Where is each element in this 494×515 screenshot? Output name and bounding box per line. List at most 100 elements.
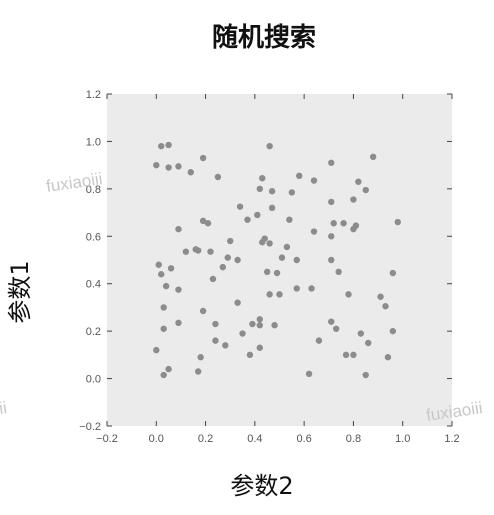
data-point [283, 243, 291, 251]
data-point [187, 169, 194, 176]
data-point [239, 330, 246, 337]
data-point [222, 342, 229, 349]
watermark-text: ii [0, 398, 8, 418]
data-point [335, 268, 342, 276]
data-point [256, 322, 263, 329]
data-point [352, 222, 360, 229]
data-point [328, 198, 335, 206]
data-point [175, 225, 182, 233]
data-point [278, 254, 286, 261]
data-point [369, 153, 377, 161]
data-point [219, 263, 227, 271]
y-tick-label: −0.2 [79, 421, 101, 433]
data-point [153, 161, 160, 169]
data-point [175, 319, 182, 327]
x-tick-label: 0.4 [247, 433, 262, 445]
data-point [249, 320, 256, 328]
data-point [256, 185, 263, 193]
data-point [259, 174, 266, 182]
data-point [165, 141, 172, 149]
y-tick-label: 0.2 [86, 326, 101, 338]
data-point [263, 268, 271, 276]
data-point [214, 173, 222, 181]
data-point [158, 271, 165, 278]
data-point [342, 351, 350, 359]
data-point [175, 163, 182, 170]
data-point [310, 228, 318, 235]
data-point [332, 325, 340, 332]
data-point [340, 220, 347, 227]
data-point [227, 237, 234, 245]
data-point [271, 322, 278, 329]
data-point [365, 339, 372, 347]
data-point [244, 216, 251, 223]
y-tick-label: 0.6 [86, 231, 101, 243]
x-tick-label: 0.2 [198, 433, 213, 445]
data-point [234, 256, 241, 264]
data-point [328, 256, 335, 264]
data-point [268, 204, 276, 212]
data-point [266, 240, 273, 247]
data-point [286, 216, 293, 223]
x-tick-label: 1.0 [395, 433, 410, 445]
y-tick-label: 1.2 [86, 89, 101, 101]
x-tick-label: 0.8 [346, 433, 361, 445]
data-point [207, 248, 214, 255]
data-point [259, 239, 266, 246]
data-point [212, 320, 219, 328]
data-point [197, 354, 204, 361]
data-point [377, 293, 384, 300]
data-point [362, 371, 369, 379]
x-axis-label: 参数2 [230, 472, 293, 500]
data-point [165, 365, 172, 373]
data-point [153, 346, 160, 354]
data-point [167, 265, 175, 272]
data-point [199, 154, 207, 162]
data-point [155, 261, 162, 268]
y-axis-label: 参数1 [6, 260, 34, 323]
data-point [273, 269, 281, 277]
data-point [256, 316, 263, 323]
data-point [204, 220, 212, 227]
data-point [382, 303, 389, 310]
data-point [268, 188, 276, 195]
y-tick-label: 1.0 [86, 136, 101, 148]
data-point [288, 189, 296, 196]
data-point [160, 304, 167, 311]
data-point [310, 177, 318, 184]
y-axis: −0.2 0.0 0.2 0.4 0.6 0.8 1.0 1.2 [79, 89, 452, 433]
chart-title: 随机搜索 [212, 22, 316, 53]
data-point [256, 344, 263, 351]
data-point [158, 142, 165, 150]
data-point [350, 196, 357, 203]
data-point [394, 218, 401, 226]
y-tick-label: 0.4 [86, 279, 101, 291]
data-point [345, 291, 352, 298]
y-tick-label: 0.0 [86, 374, 101, 386]
data-points [153, 141, 401, 379]
data-point [194, 368, 202, 375]
data-point [389, 327, 397, 335]
x-tick-label: 0.6 [296, 433, 311, 445]
plot-area [107, 94, 452, 426]
data-point [224, 254, 231, 261]
data-point [266, 291, 273, 298]
data-point [234, 299, 241, 306]
data-point [296, 172, 303, 180]
data-point [276, 291, 283, 298]
data-point [389, 269, 397, 277]
y-tick-label: 0.8 [86, 184, 101, 196]
data-point [384, 354, 392, 361]
data-point [165, 164, 172, 171]
data-point [266, 142, 273, 150]
data-point [357, 330, 365, 337]
data-point [175, 286, 182, 293]
data-point [293, 256, 300, 264]
data-point [182, 248, 190, 255]
data-point [293, 285, 300, 292]
data-point [328, 159, 335, 166]
data-point [212, 337, 219, 344]
data-point [194, 247, 202, 254]
x-tick-label: 0.0 [149, 433, 164, 445]
